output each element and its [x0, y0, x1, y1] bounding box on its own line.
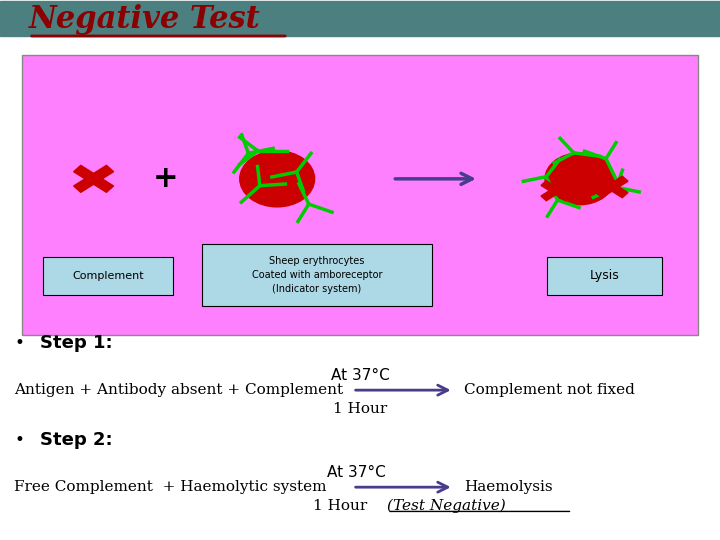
Polygon shape [596, 176, 628, 198]
Text: •: • [14, 431, 24, 449]
Polygon shape [541, 181, 571, 201]
Text: (Test Negative): (Test Negative) [387, 499, 506, 513]
Bar [22, 55, 698, 335]
Text: 1 Hour: 1 Hour [333, 402, 387, 416]
Text: Antigen + Antibody absent + Complement: Antigen + Antibody absent + Complement [14, 383, 343, 397]
Text: Complement not fixed: Complement not fixed [464, 383, 635, 397]
Circle shape [545, 153, 614, 205]
Text: Sheep erythrocytes
Coated with amboreceptor
(Indicator system): Sheep erythrocytes Coated with amborecep… [251, 255, 382, 294]
Text: Step 2:: Step 2: [40, 431, 112, 449]
Text: +: + [153, 164, 179, 193]
Polygon shape [73, 165, 114, 192]
Polygon shape [73, 165, 114, 192]
Bar [43, 257, 173, 295]
Text: Negative Test: Negative Test [29, 4, 261, 35]
Text: Haemolysis: Haemolysis [464, 480, 553, 494]
Bar [547, 257, 662, 295]
Bar [0, 1, 720, 36]
Polygon shape [541, 181, 571, 201]
Text: Lysis: Lysis [590, 269, 620, 282]
Text: At 37°C: At 37°C [330, 368, 390, 383]
Text: Step 1:: Step 1: [40, 334, 112, 352]
Text: At 37°C: At 37°C [327, 465, 386, 480]
Bar [202, 244, 432, 306]
Text: Free Complement  + Haemolytic system: Free Complement + Haemolytic system [14, 480, 327, 494]
Circle shape [240, 151, 315, 207]
Polygon shape [596, 176, 628, 198]
Text: Complement: Complement [72, 271, 144, 281]
Text: •: • [14, 334, 24, 352]
Text: 1 Hour: 1 Hour [313, 499, 367, 513]
